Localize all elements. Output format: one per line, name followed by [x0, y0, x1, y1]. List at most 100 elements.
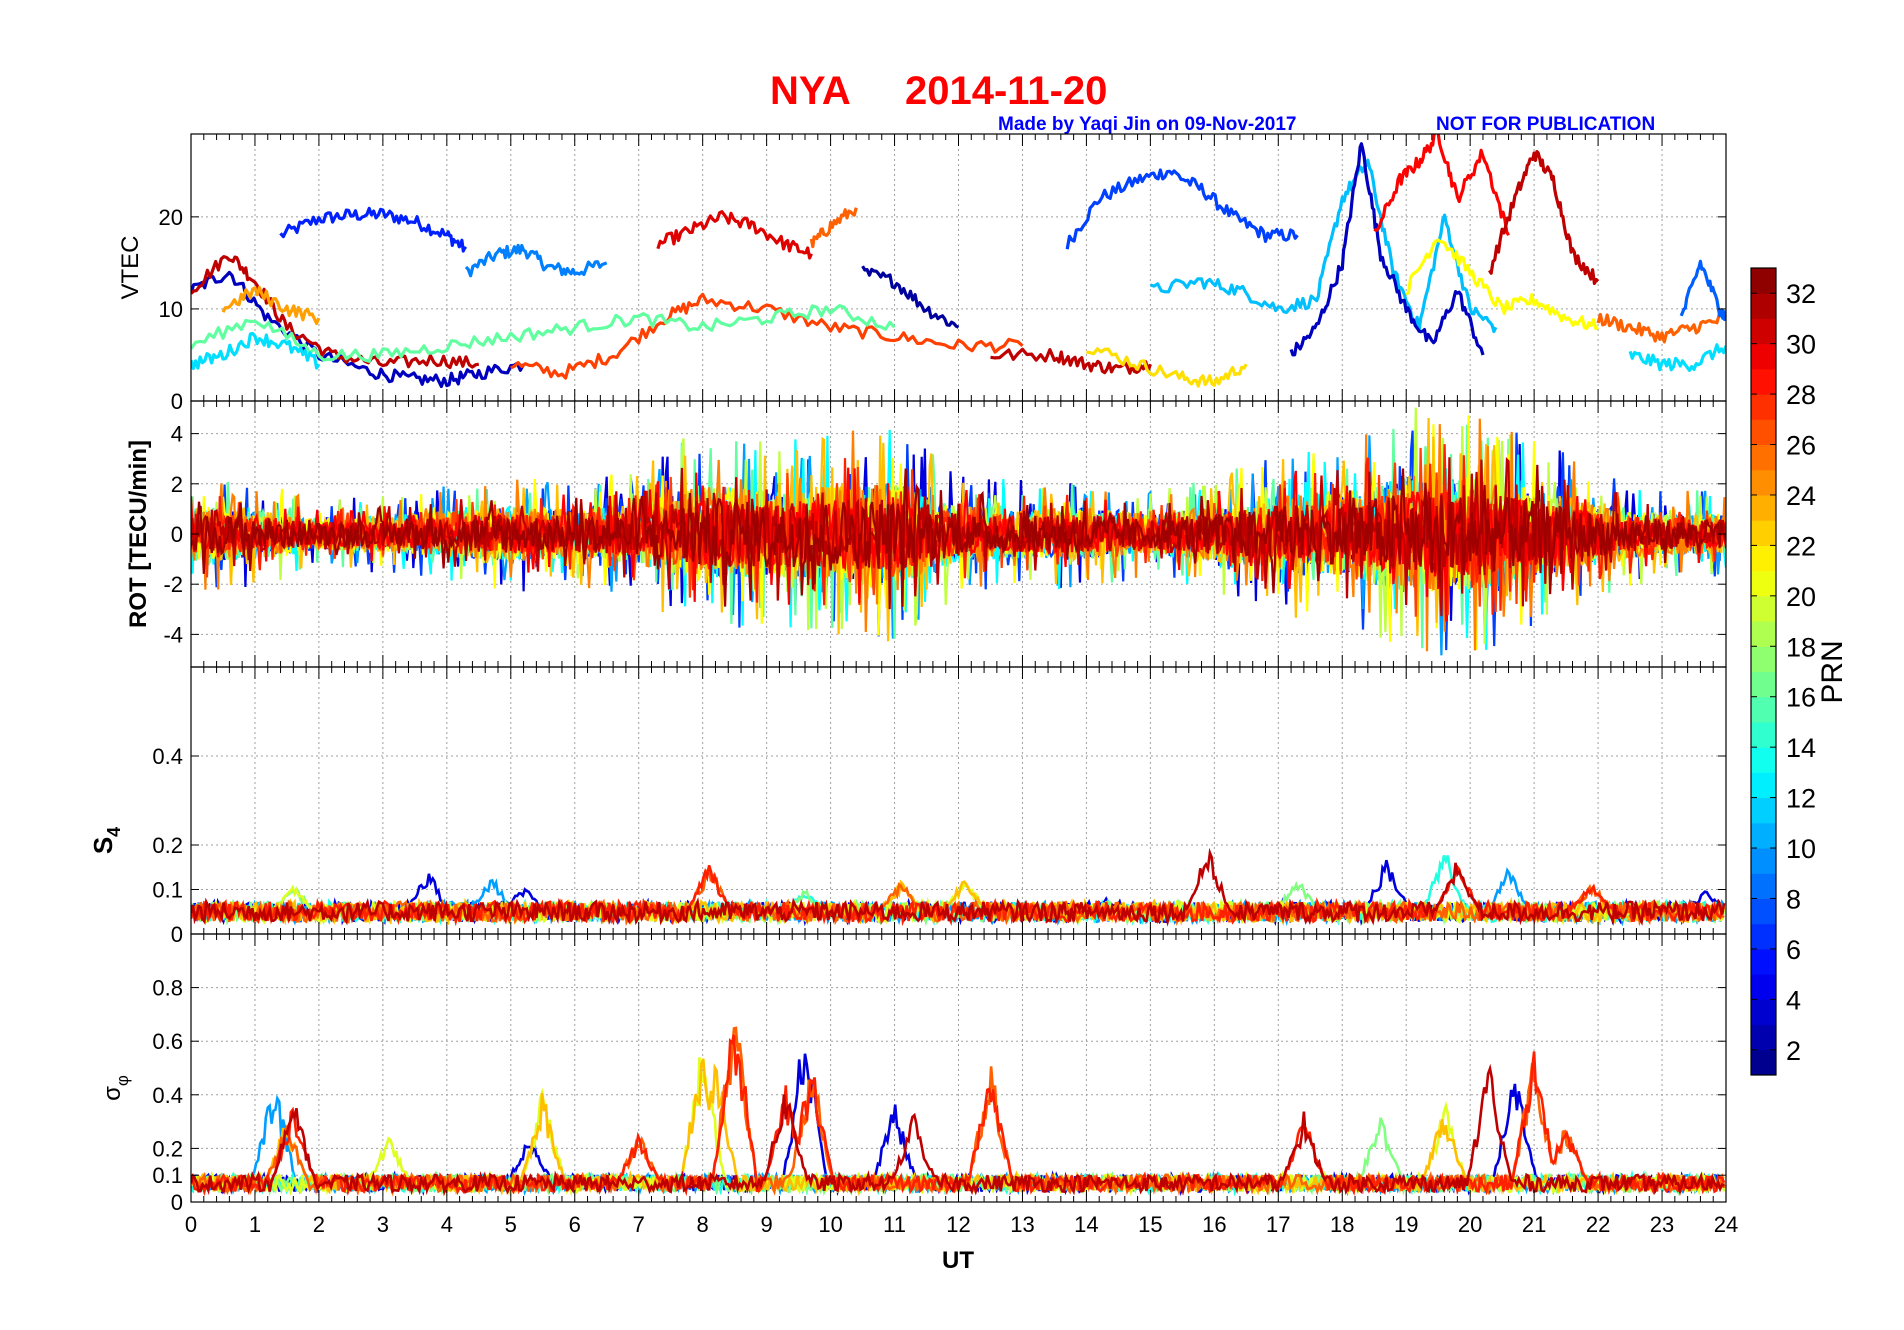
y-tick-label: 0.8 — [152, 976, 183, 1001]
y-tick-label: 0 — [171, 389, 183, 414]
notice-text: NOT FOR PUBLICATION — [1436, 114, 1655, 135]
x-tick-label: 21 — [1522, 1212, 1546, 1237]
y-tick-label: 20 — [159, 205, 183, 230]
series-vtec — [191, 134, 1726, 389]
x-tick-label: 9 — [761, 1212, 773, 1237]
x-tick-label: 12 — [946, 1212, 970, 1237]
colorbar-tick-label: 14 — [1786, 733, 1816, 763]
vtec-series-prn-22 — [1086, 347, 1248, 388]
rot-series-prn-32 — [191, 464, 1726, 610]
y-axis-label-s4: S4 — [88, 827, 124, 854]
colorbar-segment — [1751, 772, 1776, 799]
colorbar-segment — [1751, 570, 1776, 597]
y-tick-label: 0.4 — [152, 744, 183, 769]
colorbar-tick-label: 20 — [1786, 582, 1816, 612]
x-tick-label: 18 — [1330, 1212, 1354, 1237]
colorbar-tick-label: 8 — [1786, 884, 1801, 914]
vtec-series-prn-27 — [510, 292, 1024, 380]
colorbar-segment — [1751, 646, 1776, 672]
vtec-series-prn-31 — [1488, 150, 1600, 285]
vtec-series-prn-12 — [1628, 343, 1726, 372]
colorbar-tick-label: 16 — [1786, 683, 1816, 713]
colorbar-segment — [1751, 1024, 1776, 1051]
vtec-series-prn-12 — [191, 331, 321, 371]
s4-series-prn-31 — [191, 847, 1726, 927]
colorbar-segment — [1751, 595, 1776, 622]
colorbar-tick-label: 24 — [1786, 481, 1816, 511]
vtec-series-prn-7 — [1065, 168, 1299, 250]
colorbar-segment — [1751, 268, 1776, 294]
x-tick-label: 5 — [505, 1212, 517, 1237]
vtec-series-prn-26 — [809, 207, 858, 249]
y-tick-label: 0.6 — [152, 1029, 183, 1054]
y-tick-label: 0.1 — [152, 878, 183, 903]
colorbar-label: PRN — [1816, 640, 1849, 703]
sigma_phi-series-prn-31 — [191, 1063, 1725, 1197]
vtec-series-prn-3 — [191, 270, 526, 389]
grid-sigma_phi — [190, 934, 1727, 1203]
y-tick-label: 0 — [171, 922, 183, 947]
x-tick-label: 6 — [569, 1212, 581, 1237]
vtec-series-prn-3 — [1289, 142, 1485, 357]
colorbar-segment — [1751, 797, 1776, 824]
colorbar-segment — [1751, 368, 1776, 395]
vtec-series-prn-8 — [1679, 259, 1726, 321]
vtec-series-prn-9 — [464, 243, 608, 278]
colorbar-segment — [1751, 873, 1776, 899]
colorbar-segment — [1751, 444, 1776, 471]
colorbar-segment — [1751, 671, 1776, 698]
colorbar-tick-label: 4 — [1786, 985, 1801, 1015]
colorbar-tick-label: 32 — [1786, 279, 1816, 309]
colorbar-tick-label: 10 — [1786, 834, 1816, 864]
vtec-series-prn-31 — [191, 255, 480, 370]
colorbar-tick-label: 30 — [1786, 330, 1816, 360]
x-tick-label: 14 — [1074, 1212, 1098, 1237]
colorbar-tick-label: 26 — [1786, 431, 1816, 461]
x-tick-label: 8 — [697, 1212, 709, 1237]
panel-s4: 0 0.1 0.2 0.4 S4 — [88, 666, 1727, 947]
colorbar-tick-label: 28 — [1786, 380, 1816, 410]
y-axis-label-rot: ROT [TECU/min] — [125, 440, 152, 628]
y-tick-label: 2 — [171, 472, 183, 497]
y-axis-label-vtec: VTEC — [117, 235, 144, 299]
series-rot — [191, 407, 1726, 656]
colorbar-tick-label: 6 — [1786, 935, 1801, 965]
y-tick-label: 0.2 — [152, 833, 183, 858]
colorbar-segment — [1751, 394, 1776, 420]
colorbar-frame — [1750, 267, 1777, 1076]
vtec-series-prn-29 — [1373, 134, 1510, 237]
credit-text: Made by Yaqi Jin on 09-Nov-2017 — [998, 114, 1296, 135]
x-tick-label: 16 — [1202, 1212, 1226, 1237]
colorbar-segment — [1751, 898, 1776, 925]
panel-vtec: 0 10 20 VTEC — [117, 133, 1727, 414]
y-tick-label: 10 — [159, 297, 183, 322]
colorbar-segment — [1751, 469, 1776, 496]
x-tick-label: 0 — [185, 1212, 197, 1237]
colorbar-segment — [1751, 318, 1776, 345]
vtec-series-prn-31 — [990, 347, 1152, 375]
vtec-series-prn-2 — [861, 265, 960, 329]
colorbar-segment — [1751, 822, 1776, 849]
y-tick-label: 4 — [171, 422, 183, 447]
vtec-series-prn-16 — [191, 304, 896, 363]
x-tick-label: 15 — [1138, 1212, 1162, 1237]
x-tick-label: 3 — [377, 1212, 389, 1237]
x-tick-label: 22 — [1586, 1212, 1610, 1237]
colorbar-segment — [1751, 923, 1776, 950]
colorbar-segment — [1751, 696, 1776, 723]
x-tick-label: 17 — [1266, 1212, 1290, 1237]
x-axis-label: UT — [942, 1247, 974, 1274]
colorbar-segment — [1751, 545, 1776, 572]
y-tick-label: -4 — [163, 622, 183, 647]
vtec-series-prn-21 — [1405, 238, 1599, 331]
colorbar-segment — [1751, 848, 1776, 874]
colorbar-segment — [1751, 1049, 1776, 1076]
x-tick-label: 20 — [1458, 1212, 1482, 1237]
vtec-series-prn-24 — [221, 285, 321, 325]
colorbar-segment — [1751, 948, 1776, 975]
y-tick-label: -2 — [163, 572, 183, 597]
series-sigma_phi — [191, 1026, 1726, 1197]
